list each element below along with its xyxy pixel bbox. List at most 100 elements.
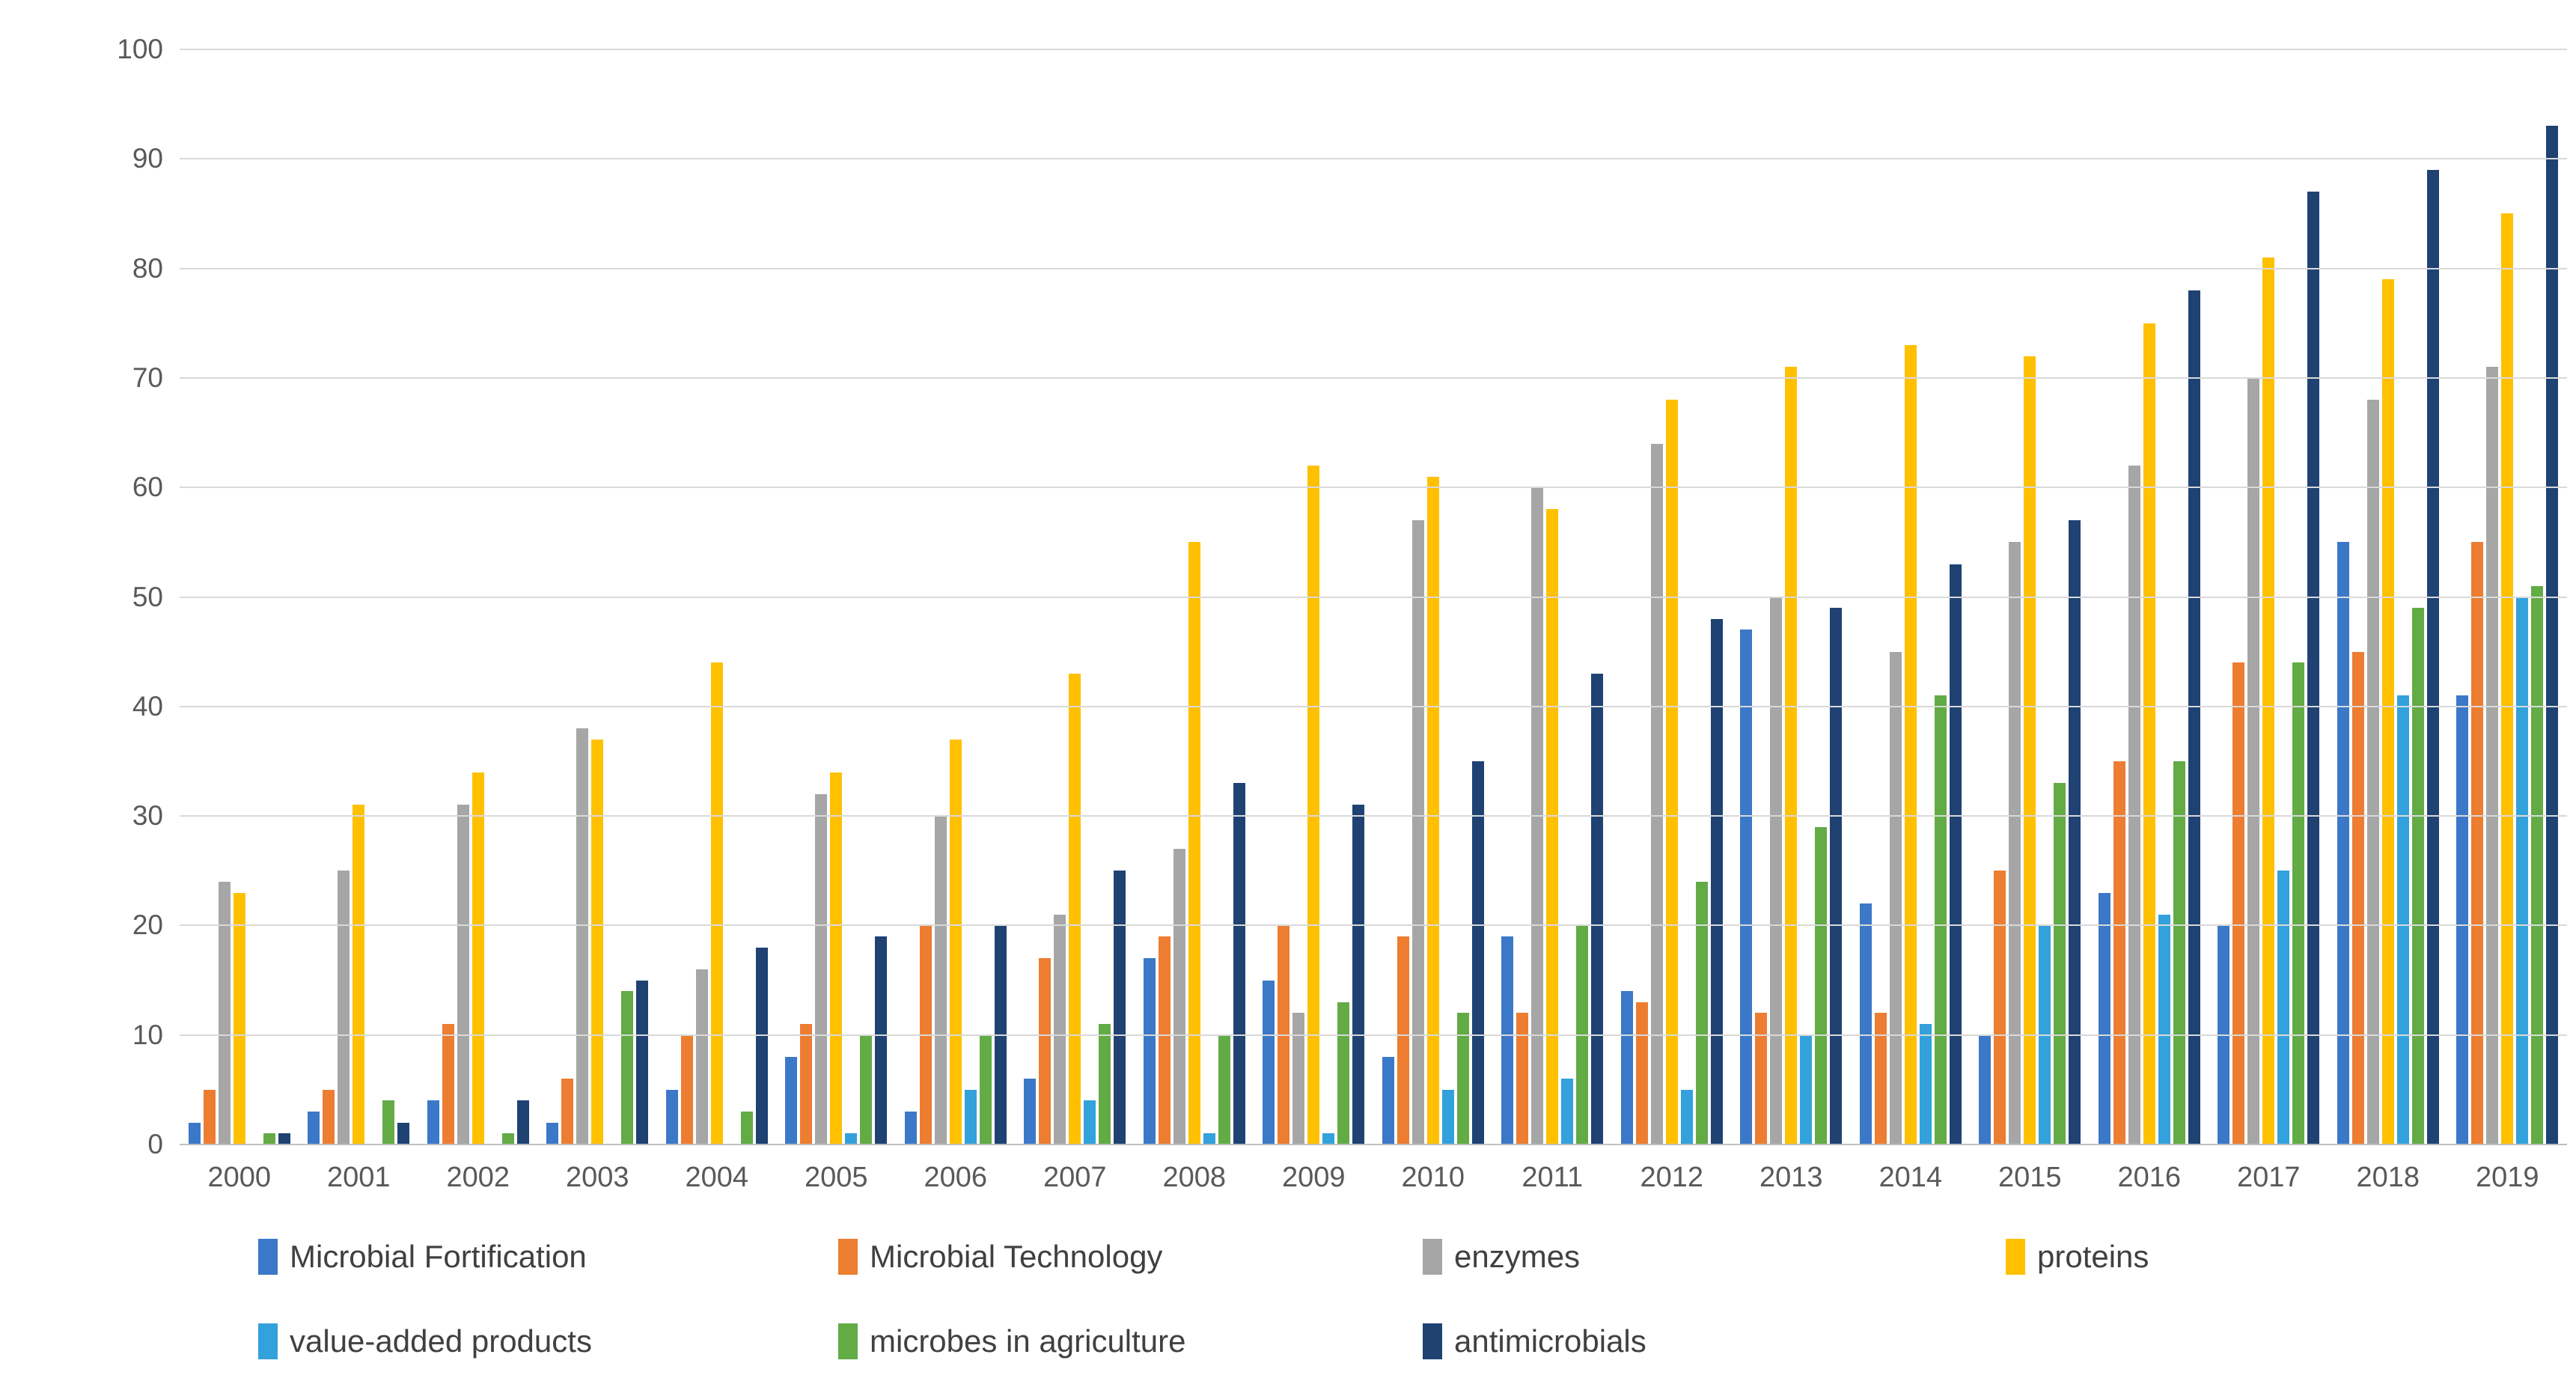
x-axis-label-2015: 2015 [1997,1162,2062,1193]
legend-label: Microbial Fortification [290,1239,587,1274]
bar-microbial-technology-2014 [1874,1013,1887,1145]
bar-value-added-products-2010 [1441,1089,1454,1145]
x-axis-label-2014: 2014 [1878,1162,1943,1193]
bar-group-2016 [2090,49,2209,1145]
bar-microbes-in-agriculture-2017 [2292,662,2305,1145]
gridline-70 [180,377,2567,379]
bar-microbial-technology-2008 [1158,936,1171,1145]
legend-item-microbial-technology: Microbial Technology [838,1239,1423,1275]
bar-microbes-in-agriculture-2007 [1099,1024,1111,1145]
gridline-50 [180,596,2567,598]
bar-proteins-2007 [1069,673,1081,1145]
y-tick-label-10: 10 [132,1019,163,1050]
bar-group-2015 [1971,49,2090,1145]
legend-label: Microbial Technology [870,1239,1163,1274]
bar-microbial-fortification-2012 [1620,991,1633,1145]
bar-microbial-fortification-2006 [904,1112,917,1145]
bar-value-added-products-2006 [964,1089,977,1145]
legend-row-1: Microbial Fortification Microbial Technol… [180,1239,2575,1275]
bar-microbial-technology-2003 [561,1079,574,1145]
x-axis-label-2000: 2000 [207,1162,272,1193]
x-axis-label-2008: 2008 [1162,1162,1227,1193]
y-tick-label-30: 30 [132,800,163,832]
bar-value-added-products-2013 [1800,1034,1813,1145]
legend-swatch-icon [258,1323,278,1359]
bar-value-added-products-2007 [1084,1100,1096,1145]
x-axis-label-2019: 2019 [2475,1162,2539,1193]
legend-item-proteins: proteins [2006,1239,2149,1275]
gridline-30 [180,815,2567,817]
bar-proteins-2015 [2024,356,2036,1145]
bar-proteins-2010 [1426,476,1439,1145]
bar-microbial-technology-2017 [2232,662,2245,1145]
bar-enzymes-2010 [1411,520,1424,1145]
y-tick-label-40: 40 [132,690,163,722]
bar-value-added-products-2016 [2158,914,2170,1145]
y-tick-label-20: 20 [132,909,163,941]
y-tick-label-80: 80 [132,252,163,284]
bar-antimicrobials-2004 [755,947,768,1145]
bar-microbes-in-agriculture-2010 [1456,1013,1469,1145]
bar-microbial-technology-2012 [1635,1002,1648,1145]
bar-microbes-in-agriculture-2016 [2173,761,2185,1145]
bar-value-added-products-2019 [2516,597,2529,1145]
bar-group-2012 [1612,49,1732,1145]
bar-enzymes-2006 [934,816,947,1145]
x-axis-label-2010: 2010 [1401,1162,1465,1193]
gridline-40 [180,705,2567,707]
bar-microbial-fortification-2019 [2456,695,2469,1145]
bar-value-added-products-2008 [1203,1133,1215,1145]
bar-microbes-in-agriculture-2009 [1337,1002,1350,1145]
bar-group-2014 [1851,49,1971,1145]
bar-microbial-technology-2019 [2471,542,2484,1145]
legend-item-enzymes: enzymes [1423,1239,2006,1275]
bar-proteins-2018 [2381,279,2394,1145]
gridline-80 [180,267,2567,269]
y-tick-label-100: 100 [117,34,163,64]
bar-value-added-products-2009 [1322,1133,1335,1145]
gridline-10 [180,1034,2567,1036]
y-tick-label-90: 90 [132,143,163,174]
x-axis-label-2007: 2007 [1043,1162,1107,1193]
bar-enzymes-2013 [1770,597,1783,1145]
bar-microbial-fortification-2008 [1143,958,1156,1145]
legend-item-value-added-products: value-added products [258,1323,838,1359]
bar-antimicrobials-2008 [1233,783,1245,1145]
bar-group-2005 [777,49,897,1145]
bar-antimicrobials-2019 [2546,126,2559,1145]
bar-value-added-products-2017 [2277,871,2290,1145]
bar-value-added-products-2014 [1919,1024,1932,1145]
legend-swatch-icon [1423,1323,1442,1359]
bar-antimicrobials-2007 [1114,871,1126,1145]
y-tick-label-0: 0 [147,1129,163,1159]
bar-antimicrobials-2014 [1949,564,1962,1145]
bar-enzymes-2012 [1650,443,1663,1145]
bar-microbial-technology-2000 [203,1089,216,1145]
bar-microbes-in-agriculture-2019 [2531,585,2544,1145]
bar-group-2009 [1254,49,1374,1145]
bar-proteins-2008 [1188,542,1200,1145]
bar-proteins-2006 [949,739,962,1145]
bar-enzymes-2014 [1889,651,1902,1145]
bar-microbes-in-agriculture-2012 [1695,881,1708,1145]
bar-microbes-in-agriculture-2003 [621,991,634,1145]
bar-proteins-2016 [2143,323,2155,1145]
bar-microbial-fortification-2007 [1024,1079,1037,1145]
legend-label: proteins [2037,1239,2149,1274]
gridline-90 [180,158,2567,160]
legend-item-antimicrobials: antimicrobials [1423,1323,1646,1359]
bar-group-2001 [299,49,419,1145]
bar-enzymes-2019 [2486,367,2499,1145]
bar-group-2008 [1135,49,1254,1145]
bar-antimicrobials-2015 [2069,520,2081,1145]
bar-proteins-2011 [1546,509,1559,1145]
x-axis-label-2005: 2005 [804,1162,868,1193]
y-tick-label-50: 50 [132,581,163,612]
bar-microbes-in-agriculture-2002 [501,1133,514,1145]
bar-microbial-fortification-2018 [2337,542,2349,1145]
bar-value-added-products-2005 [845,1133,858,1145]
bar-microbial-fortification-2011 [1501,936,1514,1145]
bar-microbial-fortification-2004 [665,1089,678,1145]
bar-microbial-technology-2015 [1994,871,2006,1145]
